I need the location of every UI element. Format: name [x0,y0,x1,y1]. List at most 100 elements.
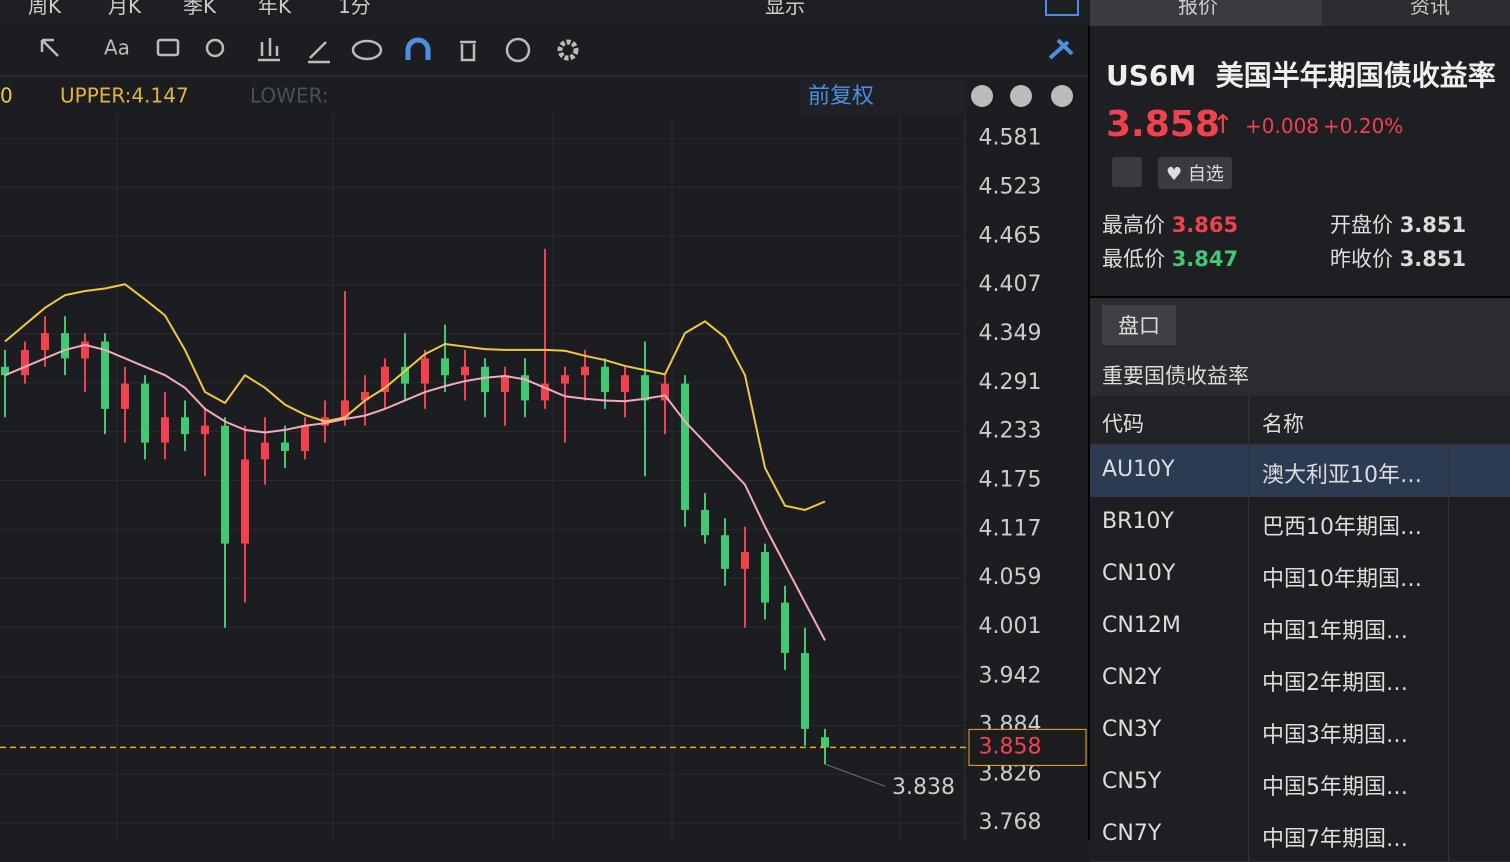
candle-body [781,602,789,654]
tab[interactable]: 1分 [338,0,371,18]
candle-body [461,366,469,376]
bond-name: 中国5年期国… [1262,775,1408,800]
stat-value: 3.851 [1399,213,1467,237]
table-row[interactable]: CN3Y 中国3年期国… [1090,705,1510,758]
sync-icon[interactable] [505,37,531,63]
table-row[interactable]: CN7Y 中国7年期国… [1090,809,1510,862]
y-tick-label: 4.407 [979,272,1042,297]
eye-icon[interactable] [351,39,383,61]
candle-body [401,366,409,384]
splitter [1088,26,1090,840]
tab[interactable]: 周K [28,0,62,18]
y-tick-label: 4.233 [979,419,1042,444]
stats-left: 最高价 3.865 最低价 3.847 [1102,208,1238,276]
cursor-icon[interactable] [40,38,59,57]
zoom-out[interactable] [971,85,993,107]
indicator-icon[interactable] [258,38,280,62]
table-title-bar: 重要国债收益率 [1090,350,1510,396]
y-tick-label: 4.059 [979,565,1042,590]
tab[interactable]: 月K [108,0,142,18]
y-tick-label: 4.001 [979,614,1042,639]
zoom-in[interactable] [1051,85,1073,107]
draw-icon[interactable] [308,41,330,64]
section-tab[interactable]: 盘口 [1102,305,1176,345]
middle_band [4,343,826,641]
stats-right: 开盘价 3.851 昨收价 3.851 [1330,208,1466,276]
y-tick-label: 4.175 [979,467,1042,492]
stat-value: 3.851 [1399,247,1467,271]
candle-body [201,425,209,435]
tab[interactable]: 报价 [1178,0,1218,18]
y-tick-label: 3.942 [979,664,1042,689]
candle-body [141,383,149,443]
tab[interactable]: 显示 [765,0,805,18]
layout-icon[interactable] [1045,0,1079,16]
candle-body [821,737,829,748]
indicator-prev: 0 [0,84,13,108]
candle-body [661,383,669,401]
candle-body [361,392,369,401]
table-row[interactable]: CN5Y 中国5年期国… [1090,757,1510,810]
candle-body [601,366,609,393]
section-bar: 盘口 [1090,296,1510,350]
bond-code: CN2Y [1102,665,1162,690]
tab[interactable]: 年K [258,0,292,18]
candle-body [681,383,689,510]
y-tick-label: 3.768 [979,810,1042,835]
font-button[interactable]: Aa [104,36,130,60]
code: US6M [1106,59,1197,92]
bond-name: 澳大利亚10年… [1262,463,1422,488]
candle-body [341,400,349,418]
candle-body [421,358,429,384]
comment-icon[interactable] [156,38,180,57]
y-tick-label: 4.581 [979,126,1042,151]
candle-body [621,375,629,393]
table-row[interactable]: CN12M 中国1年期国… [1090,601,1510,654]
note-button[interactable] [1112,157,1142,187]
bond-code: CN3Y [1102,717,1162,742]
bond-code: CN10Y [1102,561,1176,586]
candle-body [261,442,269,460]
candle-body [541,383,549,401]
table-row[interactable]: CN10Y 中国10年期国… [1090,549,1510,602]
table-row[interactable]: CN2Y 中国2年期国… [1090,653,1510,706]
zoom-out[interactable] [1010,85,1032,107]
adjust-box [800,80,965,114]
watch-label: 自选 [1187,164,1224,185]
delete-icon[interactable] [460,40,476,62]
candle-body [1,366,9,376]
header[interactable]: 代码 [1102,412,1144,436]
adjust-select[interactable]: 前复权 [808,84,874,109]
candle-body [161,417,169,443]
y-tick-label: 4.117 [979,516,1042,541]
settings-icon[interactable] [557,39,579,61]
last-price-label: 3.858 [979,734,1042,759]
stat-label: 最高价 [1102,213,1165,237]
candle-body [101,341,109,409]
candle-body [21,349,29,376]
table-header: 代码 名称 [1090,396,1510,445]
table-row[interactable]: BR10Y 巴西10年期国… [1090,497,1510,550]
watch-button[interactable]: ♥ 自选 [1158,157,1232,189]
bond-name: 中国1年期国… [1262,619,1408,644]
tab[interactable]: 资讯 [1410,0,1450,18]
panel-tabs: 报价 资讯 [1090,0,1510,26]
candle-body [701,509,709,536]
stat-label: 最低价 [1102,247,1165,271]
candle-body [281,442,289,451]
y-tick-label: 4.291 [979,370,1042,395]
bond-name: 巴西10年期国… [1262,515,1422,540]
name: 美国半年期国债收益率 [1215,59,1496,92]
search-icon[interactable] [205,38,225,58]
magnet-icon[interactable] [405,37,431,60]
candle-body [521,375,529,401]
pin-icon[interactable] [1048,38,1074,60]
candle-body [61,333,69,359]
table-row[interactable]: AU10Y 澳大利亚10年… [1090,445,1510,498]
candle-body [241,459,249,544]
change: +0.008 [1245,114,1320,138]
chart: 0 UPPER:4.147 LOWER: 前复权 4.581 4.523 4.465… [0,75,1088,840]
period-bar: 周K 月K 季K 年K 1分 显示 [0,0,1088,22]
tab[interactable]: 季K [183,0,217,18]
